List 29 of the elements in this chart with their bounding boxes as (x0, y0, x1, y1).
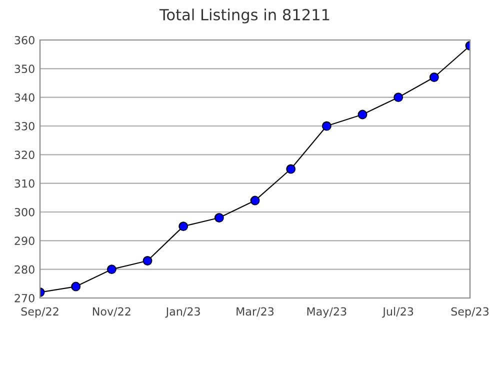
y-tick-label: 350 (14, 64, 34, 74)
y-tick-label: 340 (14, 93, 34, 102)
y-tick-label: 280 (14, 265, 34, 274)
y-tick-label: 310 (14, 179, 34, 188)
y-tick-label: 360 (14, 36, 34, 44)
y-tick-label: 300 (14, 208, 34, 216)
y-tick-label: 320 (14, 150, 34, 160)
x-tick-label: Sep/22 (21, 307, 58, 318)
point (429, 72, 439, 82)
point (71, 282, 81, 292)
x-tick-label: Nov/22 (92, 307, 130, 316)
y-tick-label: 290 (14, 236, 34, 246)
point (322, 121, 332, 131)
point (142, 256, 152, 266)
x-tick-label: Sep/23 (451, 307, 489, 318)
x-tick-label: May/23 (307, 307, 346, 318)
x-tick-label: Jul/23 (382, 307, 414, 318)
point (178, 222, 188, 232)
point (106, 264, 116, 274)
x-tick-label: Jan/23 (165, 307, 200, 318)
x-tick-label: Mar/23 (236, 307, 274, 316)
point (358, 110, 368, 120)
point (250, 196, 260, 206)
y-tick-label: 270 (14, 294, 34, 302)
point (394, 92, 404, 102)
point (286, 164, 296, 174)
y-tick-label: 330 (14, 122, 34, 130)
point (214, 213, 224, 222)
chart-title: Total Listings in 81211 (159, 8, 330, 24)
